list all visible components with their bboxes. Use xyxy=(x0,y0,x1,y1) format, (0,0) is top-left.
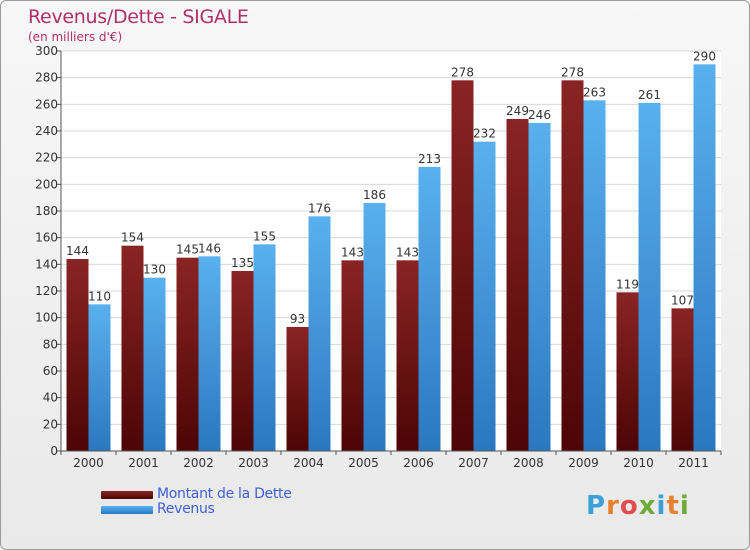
y-tick-label: 200 xyxy=(35,177,58,191)
y-tick-label: 140 xyxy=(35,257,58,271)
plot-area xyxy=(61,51,721,451)
bar-dette xyxy=(671,308,694,451)
x-tick-label: 2005 xyxy=(348,456,379,470)
y-tick-label: 80 xyxy=(43,337,58,351)
chart-subtitle: (en milliers d'€) xyxy=(28,30,123,44)
y-tick-label: 220 xyxy=(35,151,58,165)
data-label: 290 xyxy=(693,49,716,63)
proxiti-logo: Proxiti xyxy=(586,491,690,521)
axes: 0 20 40 60 80 100 120 140 160 180 200 220 240 260 280 3… xyxy=(35,44,722,470)
y-tick-label: 280 xyxy=(35,71,58,85)
data-label: 278 xyxy=(451,65,474,79)
bar-revenus xyxy=(308,216,331,451)
data-label: 213 xyxy=(418,152,441,166)
x-tick-label: 2002 xyxy=(183,456,214,470)
bar-dette xyxy=(451,80,474,451)
bar-revenus xyxy=(363,203,386,451)
legend-swatch-dette xyxy=(101,491,153,499)
bar-revenus xyxy=(638,103,661,451)
data-label: 107 xyxy=(671,293,694,307)
data-label: 143 xyxy=(341,245,364,259)
data-label: 261 xyxy=(638,88,661,102)
x-tick-label: 2010 xyxy=(623,456,654,470)
bar-revenus xyxy=(528,123,551,451)
y-tick-label: 160 xyxy=(35,231,58,245)
data-label: 246 xyxy=(528,108,551,122)
x-tick-label: 2007 xyxy=(458,456,489,470)
data-label: 130 xyxy=(143,263,166,277)
y-tick-label: 100 xyxy=(35,311,58,325)
bar-revenus xyxy=(418,167,441,451)
grid-lines xyxy=(61,50,721,452)
data-label: 143 xyxy=(396,245,419,259)
x-tick-label: 2009 xyxy=(568,456,599,470)
y-tick-label: 260 xyxy=(35,97,58,111)
data-label: 176 xyxy=(308,201,331,215)
data-label: 232 xyxy=(473,127,496,141)
chart-title: Revenus/Dette - SIGALE xyxy=(28,6,249,28)
data-label: 144 xyxy=(66,244,89,258)
data-label: 119 xyxy=(616,277,639,291)
bar-dette xyxy=(176,257,199,451)
data-label: 146 xyxy=(198,241,221,255)
legend-swatch-revenus xyxy=(101,506,153,514)
bar-revenus xyxy=(88,304,111,451)
y-tick-label: 240 xyxy=(35,124,58,138)
bar-revenus xyxy=(473,141,496,451)
y-tick-label: 300 xyxy=(35,44,58,58)
bar-dette xyxy=(121,245,144,451)
x-tick-label: 2001 xyxy=(128,456,159,470)
bars xyxy=(66,64,716,452)
data-label: 249 xyxy=(506,104,529,118)
data-label: 154 xyxy=(121,231,144,245)
data-label: 186 xyxy=(363,188,386,202)
x-tick-label: 2003 xyxy=(238,456,269,470)
bar-dette xyxy=(561,80,584,451)
data-label: 145 xyxy=(176,243,199,257)
x-tick-label: 2004 xyxy=(293,456,324,470)
x-tick-label: 2008 xyxy=(513,456,544,470)
data-label: 278 xyxy=(561,65,584,79)
bar-dette xyxy=(341,260,364,451)
data-label: 93 xyxy=(290,312,305,326)
legend-label-revenus: Revenus xyxy=(157,501,215,517)
bar-revenus xyxy=(693,64,716,452)
data-label: 155 xyxy=(253,229,276,243)
bar-dette xyxy=(396,260,419,451)
bar-dette xyxy=(506,119,529,451)
bar-revenus xyxy=(143,277,166,451)
y-tick-label: 20 xyxy=(43,417,58,431)
y-tick-label: 40 xyxy=(43,391,58,405)
data-labels: 144 110 154 130 145 146 135 155 93 176 143 186 143 21… xyxy=(66,49,716,326)
data-label: 110 xyxy=(88,289,111,303)
y-tick-label: 0 xyxy=(50,444,58,458)
bar-revenus xyxy=(198,256,221,451)
x-tick-label: 2011 xyxy=(678,456,709,470)
bar-dette xyxy=(286,327,309,451)
y-tick-label: 60 xyxy=(43,364,58,378)
data-label: 263 xyxy=(583,85,606,99)
bar-dette xyxy=(66,259,89,451)
y-tick-label: 180 xyxy=(35,204,58,218)
x-tick-label: 2000 xyxy=(73,456,104,470)
x-tick-label: 2006 xyxy=(403,456,434,470)
legend-label-dette: Montant de la Dette xyxy=(157,486,292,502)
bar-dette xyxy=(616,292,639,451)
bar-dette xyxy=(231,271,254,451)
y-tick-label: 120 xyxy=(35,284,58,298)
bar-revenus xyxy=(253,244,276,451)
data-label: 135 xyxy=(231,256,254,270)
bar-revenus xyxy=(583,100,606,451)
